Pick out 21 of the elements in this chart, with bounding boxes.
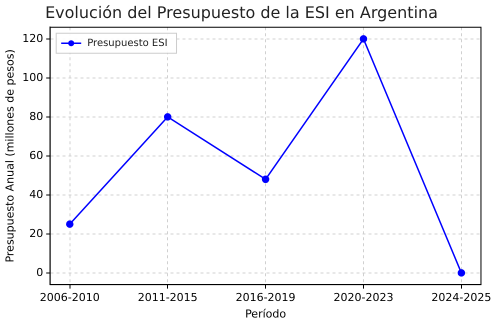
y-tick-label: 40 — [29, 188, 44, 201]
y-tick-label: 0 — [36, 266, 44, 279]
y-tick-label: 20 — [29, 226, 44, 240]
x-axis-title: Período — [245, 307, 286, 320]
x-tick-label: 2006-2010 — [40, 291, 100, 304]
point — [66, 220, 74, 228]
chart-title: Evolución del Presupuesto de la ESI en Argentina — [45, 2, 438, 22]
y-tick-label: 120 — [22, 32, 44, 45]
point — [262, 176, 270, 184]
point — [360, 35, 368, 43]
x-tick-label: 2020-2023 — [334, 291, 394, 304]
y-tick-label: 100 — [22, 70, 44, 84]
x-tick-label: 2024-2025 — [431, 291, 492, 304]
y-axis-title: Presupuesto Anual (millones de pesos) — [3, 49, 16, 263]
point — [164, 113, 172, 121]
legend-label: Presupuesto ESI — [87, 38, 168, 49]
y-tick-label: 60 — [29, 148, 44, 162]
point — [458, 269, 466, 277]
y-tick-label: 80 — [29, 110, 44, 123]
x-tick-label: 2011-2015 — [138, 291, 198, 304]
x-tick-label: 2016-2019 — [236, 291, 296, 304]
